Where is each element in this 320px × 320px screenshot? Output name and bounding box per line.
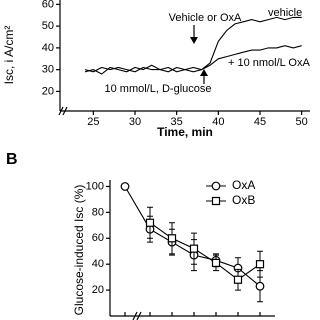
y-tick-label: 100 xyxy=(86,180,104,192)
marker xyxy=(255,281,265,291)
y-tick-label: 20 xyxy=(42,85,54,97)
y-tick-label: 40 xyxy=(42,42,54,54)
axis-break xyxy=(132,311,138,320)
legend-marker xyxy=(211,196,221,206)
x-tick-label: 50 xyxy=(296,116,308,128)
y-tick-label: 50 xyxy=(42,20,54,32)
arrow-head xyxy=(190,37,198,44)
y-tick-label: 80 xyxy=(92,206,104,218)
panel-label: B xyxy=(6,151,18,168)
marker xyxy=(120,182,130,191)
y-tick-label: 20 xyxy=(92,284,104,296)
annotation: Vehicle or OxA xyxy=(169,12,242,24)
marker xyxy=(233,275,243,284)
axis-break xyxy=(58,106,64,116)
x-tick-label: 25 xyxy=(87,116,99,128)
x-tick-label: 45 xyxy=(254,116,266,128)
marker xyxy=(255,260,265,269)
x-tick-label: 40 xyxy=(212,116,224,128)
series-line xyxy=(84,45,302,73)
marker xyxy=(211,258,221,267)
series-label: vehicle xyxy=(268,7,302,19)
y-tick-label: 60 xyxy=(92,232,104,244)
axis-break xyxy=(62,106,68,116)
y-tick-label: 30 xyxy=(42,64,54,76)
legend-label: OxA xyxy=(232,178,255,192)
y-axis-label: Glucose-induced Isc (%) xyxy=(72,185,86,316)
legend-label: OxB xyxy=(232,193,255,207)
x-tick-label: 30 xyxy=(129,116,141,128)
arrow-head xyxy=(200,69,208,76)
series-line xyxy=(84,16,302,75)
marker xyxy=(145,218,155,227)
y-tick-label: 60 xyxy=(42,0,54,10)
marker xyxy=(189,244,199,253)
series-label: + 10 nmol/L OxA xyxy=(228,57,310,69)
y-axis-label: Isc, i A/cm² xyxy=(2,26,16,85)
x-axis-label: Time, min xyxy=(157,125,213,139)
y-tick-label: 40 xyxy=(92,258,104,270)
series-line xyxy=(149,222,261,281)
marker xyxy=(167,234,177,243)
axis-break xyxy=(136,311,142,320)
legend-marker xyxy=(211,181,221,191)
annotation: 10 mmol/L, D-glucose xyxy=(105,83,212,95)
x-tick-label: 35 xyxy=(171,116,183,128)
